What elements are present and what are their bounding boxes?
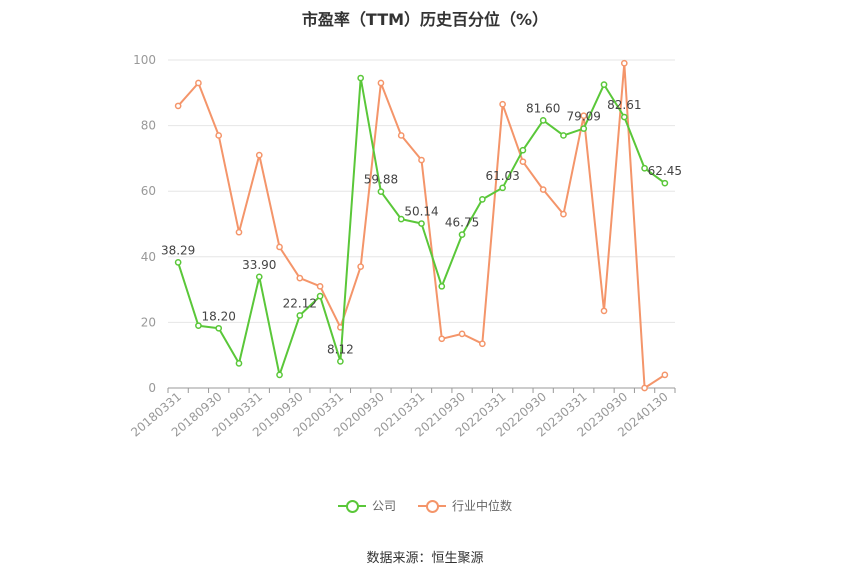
data-point-industry xyxy=(215,132,223,139)
data-point-industry xyxy=(641,384,648,392)
legend-item-company[interactable]: 公司 xyxy=(337,497,396,514)
data-point-company xyxy=(255,273,263,281)
y-tick-label: 80 xyxy=(141,119,156,133)
data-point-industry xyxy=(438,335,446,343)
data-point-company xyxy=(560,132,567,139)
data-point-company xyxy=(600,81,608,88)
data-label: 61.03 xyxy=(485,169,519,183)
data-label: 50.14 xyxy=(404,205,438,219)
data-point-company xyxy=(296,312,304,319)
data-point-industry xyxy=(580,112,588,120)
data-label: 8.12 xyxy=(327,342,354,356)
data-point-company xyxy=(519,146,527,154)
data-point-company xyxy=(458,231,466,239)
data-point-industry xyxy=(620,59,628,67)
data-label: 46.75 xyxy=(445,216,479,230)
data-point-company xyxy=(337,358,344,365)
data-label: 22.12 xyxy=(283,296,317,310)
y-tick-label: 0 xyxy=(148,381,156,395)
data-point-company xyxy=(478,196,486,203)
data-point-industry xyxy=(478,340,486,348)
data-point-industry xyxy=(377,79,385,87)
data-label: 33.90 xyxy=(242,258,276,272)
data-point-industry xyxy=(296,274,304,282)
data-point-company xyxy=(235,360,243,367)
data-point-industry xyxy=(560,210,567,218)
legend-label-industry: 行业中位数 xyxy=(452,499,513,513)
data-label: 62.45 xyxy=(648,164,682,178)
data-point-company xyxy=(215,324,223,332)
data-point-industry xyxy=(539,186,547,193)
data-point-company xyxy=(580,125,588,132)
data-point-industry xyxy=(499,100,506,108)
data-label: 79.09 xyxy=(567,110,601,124)
data-point-company xyxy=(174,259,182,266)
data-label: 18.20 xyxy=(202,309,236,323)
plot-area: 0204060801002018033120180930201903312019… xyxy=(128,53,682,440)
data-point-company xyxy=(276,371,283,379)
data-point-company xyxy=(377,188,385,195)
legend-swatch-company xyxy=(337,499,366,513)
y-tick-label: 100 xyxy=(133,53,156,67)
data-point-industry xyxy=(235,228,243,236)
legend-item-industry[interactable]: 行业中位数 xyxy=(418,497,512,514)
data-point-industry xyxy=(458,330,466,338)
y-tick-label: 20 xyxy=(141,315,156,329)
data-point-company xyxy=(316,292,324,300)
data-point-industry xyxy=(357,263,365,270)
y-tick-label: 40 xyxy=(141,250,156,264)
data-point-industry xyxy=(316,282,324,290)
data-point-company xyxy=(357,74,365,82)
chart-title: 市盈率（TTM）历史百分位（%） xyxy=(301,10,549,29)
data-point-company xyxy=(539,117,547,124)
y-tick-label: 60 xyxy=(141,184,156,198)
data-point-company xyxy=(499,184,506,192)
data-point-industry xyxy=(397,132,405,139)
data-label: 59.88 xyxy=(364,173,398,187)
data-label: 82.61 xyxy=(607,98,641,112)
data-point-company xyxy=(438,282,446,290)
data-point-industry xyxy=(661,371,669,379)
data-point-industry xyxy=(255,151,263,159)
data-point-industry xyxy=(174,102,182,110)
data-point-company xyxy=(620,113,628,121)
source-note: 数据来源：恒生聚源 xyxy=(366,551,484,566)
data-point-company xyxy=(195,322,202,330)
legend-label-company: 公司 xyxy=(371,499,396,513)
data-point-industry xyxy=(600,307,608,315)
data-label: 38.29 xyxy=(161,243,195,257)
data-point-company xyxy=(641,164,648,172)
data-point-industry xyxy=(276,243,283,251)
data-point-company xyxy=(397,215,405,223)
data-point-company xyxy=(661,179,669,187)
data-point-industry xyxy=(418,156,425,164)
legend-swatch-industry xyxy=(418,499,446,513)
data-point-company xyxy=(418,220,425,227)
legend: 公司 行业中位数 xyxy=(0,497,850,514)
data-label: 81.60 xyxy=(526,101,560,115)
data-point-industry xyxy=(519,158,527,166)
data-point-industry xyxy=(195,79,202,87)
